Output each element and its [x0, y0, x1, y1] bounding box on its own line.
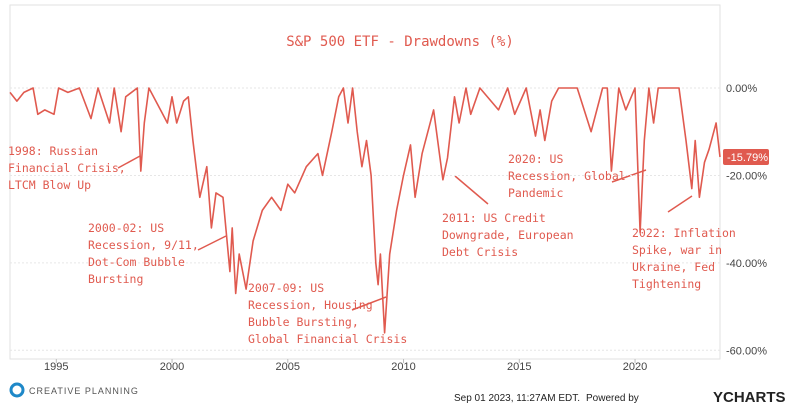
- drawdown-line: [9, 87, 721, 334]
- leader-line: [197, 235, 227, 251]
- annotation-line: Recession, 9/11,: [88, 238, 199, 252]
- x-tick-label: 2015: [507, 361, 531, 373]
- x-tick-label: 2010: [391, 361, 415, 373]
- annotation-line: 2011: US Credit: [442, 211, 546, 225]
- powered-by: Powered by: [586, 393, 639, 404]
- last-value-box: [723, 149, 769, 166]
- annotation-line: 2000-02: US: [88, 221, 164, 235]
- provider-logo: YCHARTS: [713, 389, 786, 406]
- annotation-line: Pandemic: [508, 186, 563, 200]
- annotation: 1998: Russian Financial Crisis, LTCM Blow …: [8, 144, 126, 192]
- leader-lines: [117, 155, 693, 311]
- x-tick-label: 1995: [44, 361, 68, 373]
- annotation-line: Downgrade, European: [442, 228, 574, 242]
- chart-title: S&P 500 ETF - Drawdowns (%): [286, 34, 514, 50]
- y-tick-label: 0.00%: [726, 83, 757, 95]
- annotation-line: Bursting: [88, 272, 143, 286]
- annotation-line: Ukraine, Fed: [632, 260, 715, 274]
- plot-frame: [9, 4, 721, 360]
- annotation: 2000-02: US Recession, 9/11, Dot-Com Bubbl…: [88, 221, 199, 286]
- annotation-line: Recession, Global: [508, 169, 626, 183]
- annotation: 2022: Inflation Spike, war in Ukraine, Fed…: [632, 226, 736, 291]
- annotation-line: Recession, Housing: [248, 298, 373, 312]
- annotation-line: 2020: US: [508, 152, 563, 166]
- annotation-line: 2007-09: US: [248, 281, 324, 295]
- annotation-line: Tightening: [632, 277, 701, 291]
- annotation: 2011: US Credit Downgrade, European Debt C…: [442, 211, 574, 259]
- brand-name: CREATIVE PLANNING: [29, 386, 139, 396]
- timestamp: Sep 01 2023, 11:27AM EDT.: [454, 393, 580, 404]
- y-tick-label: -20.00%: [726, 170, 767, 182]
- x-tick-label: 2020: [623, 361, 647, 373]
- annotation-line: 1998: Russian: [8, 144, 98, 158]
- y-tick-label: -60.00%: [726, 345, 767, 357]
- annotation-line: 2022: Inflation: [632, 226, 736, 240]
- annotation-line: Spike, war in: [632, 243, 722, 257]
- annotation-line: LTCM Blow Up: [8, 178, 91, 192]
- x-tick-label: 2000: [160, 361, 184, 373]
- annotation-line: Global Financial Crisis: [248, 332, 407, 346]
- last-value-label: -15.79%: [727, 152, 768, 164]
- annotation: 2020: US Recession, Global Pandemic: [508, 152, 626, 200]
- y-tick-label: -40.00%: [726, 258, 767, 270]
- annotation-line: Financial Crisis,: [8, 161, 126, 175]
- annotation-line: Debt Crisis: [442, 245, 518, 259]
- annotation-line: Bubble Bursting,: [248, 315, 359, 329]
- x-tick-label: 2005: [276, 361, 300, 373]
- footer: CREATIVE PLANNING Sep 01 2023, 11:27AM E…: [9, 382, 786, 406]
- brand-logo: [9, 382, 25, 398]
- leader-line: [351, 296, 387, 311]
- leader-line: [454, 175, 489, 205]
- leader-line: [117, 155, 141, 169]
- leader-line: [667, 195, 693, 213]
- annotation: 2007-09: US Recession, Housing Bubble Burs…: [248, 281, 407, 346]
- annotation-line: Dot-Com Bubble: [88, 255, 185, 269]
- leader-line: [611, 169, 647, 183]
